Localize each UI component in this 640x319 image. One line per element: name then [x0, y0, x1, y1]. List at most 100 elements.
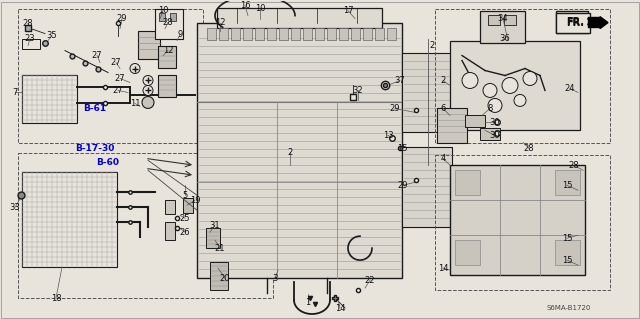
Bar — [363, 28, 372, 40]
Bar — [455, 170, 480, 195]
Bar — [327, 28, 336, 40]
Text: 27: 27 — [111, 58, 122, 67]
Text: 29: 29 — [116, 14, 127, 23]
Text: 31: 31 — [210, 221, 220, 230]
Text: S6MA-B1720: S6MA-B1720 — [547, 305, 591, 311]
Bar — [18, 153, 273, 298]
Text: FR.: FR. — [566, 17, 584, 26]
Text: 2: 2 — [287, 148, 292, 157]
Text: 29: 29 — [397, 181, 408, 190]
Circle shape — [143, 85, 153, 95]
Bar — [375, 28, 384, 40]
Circle shape — [514, 94, 526, 107]
Bar — [556, 13, 590, 33]
Bar — [488, 15, 500, 25]
Bar — [170, 13, 176, 21]
Text: 32: 32 — [353, 86, 364, 95]
Text: 11: 11 — [130, 99, 140, 108]
Text: B-60: B-60 — [97, 158, 120, 167]
Text: 3: 3 — [272, 274, 278, 283]
Text: 24: 24 — [564, 84, 575, 93]
Text: 9: 9 — [177, 30, 182, 39]
Text: 30: 30 — [490, 131, 500, 140]
Bar — [155, 9, 183, 39]
Bar — [435, 155, 610, 290]
Text: 26: 26 — [180, 228, 190, 237]
Polygon shape — [590, 17, 608, 29]
Text: 21: 21 — [215, 244, 225, 253]
Circle shape — [462, 72, 478, 88]
Bar — [267, 28, 276, 40]
Circle shape — [130, 63, 140, 73]
Text: 2: 2 — [440, 76, 445, 85]
Bar — [22, 39, 40, 48]
Text: 10: 10 — [157, 6, 168, 15]
Text: 18: 18 — [51, 293, 61, 302]
Bar — [217, 8, 382, 28]
Bar — [480, 128, 500, 140]
Bar — [158, 46, 176, 68]
Circle shape — [483, 84, 497, 97]
Bar — [450, 165, 585, 275]
Bar — [22, 172, 117, 267]
Bar — [159, 13, 165, 21]
Bar — [255, 28, 264, 40]
Bar — [315, 28, 324, 40]
Text: 35: 35 — [47, 31, 58, 40]
Bar — [555, 240, 580, 265]
Bar — [351, 28, 360, 40]
Text: 28: 28 — [569, 161, 579, 170]
Bar — [435, 9, 610, 143]
Bar — [231, 28, 240, 40]
Text: 25: 25 — [180, 214, 190, 223]
Text: 30: 30 — [490, 118, 500, 127]
Text: 7: 7 — [12, 88, 18, 97]
Bar — [480, 11, 525, 42]
Text: 12: 12 — [215, 18, 225, 27]
Text: 12: 12 — [163, 46, 173, 55]
Circle shape — [523, 71, 537, 85]
Bar — [504, 15, 516, 25]
Text: 28: 28 — [524, 144, 534, 153]
Text: 36: 36 — [500, 34, 510, 43]
Bar — [158, 76, 176, 97]
Circle shape — [142, 96, 154, 108]
Bar — [183, 198, 193, 213]
Bar — [556, 11, 588, 33]
Text: 22: 22 — [365, 276, 375, 285]
Text: 37: 37 — [395, 76, 405, 85]
Text: 14: 14 — [438, 263, 448, 273]
Bar — [437, 108, 467, 143]
Text: 5: 5 — [182, 191, 188, 200]
Text: B-17-30: B-17-30 — [76, 144, 115, 153]
Text: 15: 15 — [397, 144, 407, 153]
Text: 34: 34 — [498, 14, 508, 23]
Bar — [402, 147, 452, 227]
Bar — [455, 240, 480, 265]
Text: 20: 20 — [220, 274, 230, 283]
Text: 15: 15 — [562, 181, 572, 190]
Text: B-61: B-61 — [83, 104, 107, 113]
Bar — [22, 172, 117, 267]
Bar — [18, 9, 203, 143]
Text: 1: 1 — [305, 298, 310, 307]
Bar — [219, 28, 228, 40]
Text: 10: 10 — [255, 4, 265, 13]
Text: 27: 27 — [115, 74, 125, 83]
Text: 13: 13 — [383, 131, 394, 140]
Circle shape — [502, 78, 518, 93]
Text: 2: 2 — [429, 41, 435, 50]
Bar — [243, 28, 252, 40]
Text: 17: 17 — [342, 6, 353, 15]
Bar — [138, 31, 160, 58]
Text: FR.: FR. — [566, 18, 584, 28]
Circle shape — [143, 76, 153, 85]
Text: 16: 16 — [240, 1, 250, 10]
Text: 4: 4 — [440, 154, 445, 163]
Bar — [303, 28, 312, 40]
Text: 33: 33 — [10, 203, 20, 212]
Text: 15: 15 — [562, 234, 572, 243]
Bar — [207, 28, 216, 40]
Text: 14: 14 — [335, 303, 345, 313]
Text: 19: 19 — [189, 196, 200, 205]
